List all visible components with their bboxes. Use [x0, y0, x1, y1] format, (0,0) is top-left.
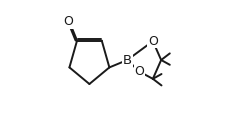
Text: O: O — [135, 65, 144, 78]
Text: O: O — [148, 35, 158, 48]
Text: O: O — [63, 15, 73, 28]
Text: B: B — [123, 54, 132, 66]
